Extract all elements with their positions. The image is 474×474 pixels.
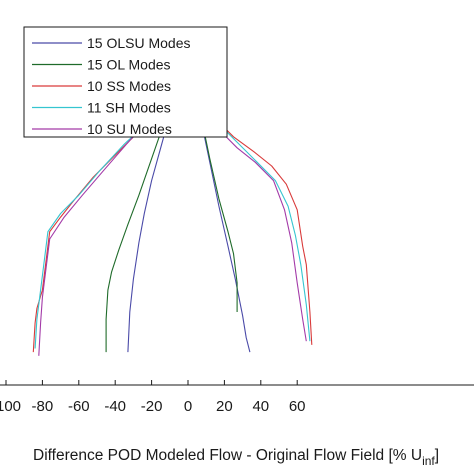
legend-label-2: 15 OL Modes bbox=[87, 57, 171, 73]
x-tick-label: 0 bbox=[184, 398, 192, 415]
x-tick-label: -80 bbox=[32, 398, 54, 415]
legend-label-1: 15 OLSU Modes bbox=[87, 35, 191, 51]
legend-entries: 15 OLSU Modes 15 OL Modes 10 SS Modes 11 SH… bbox=[32, 35, 191, 137]
legend-box bbox=[23, 26, 228, 138]
x-tick-label: -100 bbox=[0, 398, 21, 415]
x-tick-label: 40 bbox=[252, 398, 269, 415]
x-axis-ticks: -100 -80 -60 -40 -20 0 20 40 60 bbox=[0, 380, 306, 415]
legend: 15 OLSU Modes 15 OL Modes 10 SS Modes 11 SH… bbox=[23, 26, 228, 138]
legend-label-4: 11 SH Modes bbox=[87, 100, 171, 116]
x-axis-label-suffix: ] bbox=[435, 447, 439, 464]
x-tick-label: -40 bbox=[104, 398, 126, 415]
x-axis-label: Difference POD Modeled Flow - Original F… bbox=[33, 447, 439, 468]
x-tick-label: -60 bbox=[68, 398, 90, 415]
legend-label-3: 10 SS Modes bbox=[87, 78, 171, 94]
x-axis-label-subscript: inf bbox=[422, 454, 435, 468]
legend-label-5: 10 SU Modes bbox=[87, 121, 172, 137]
x-tick-label: 20 bbox=[216, 398, 233, 415]
x-axis-label-main: Difference POD Modeled Flow - Original F… bbox=[33, 447, 422, 464]
x-tick-label: -20 bbox=[141, 398, 163, 415]
x-tick-label: 60 bbox=[289, 398, 306, 415]
